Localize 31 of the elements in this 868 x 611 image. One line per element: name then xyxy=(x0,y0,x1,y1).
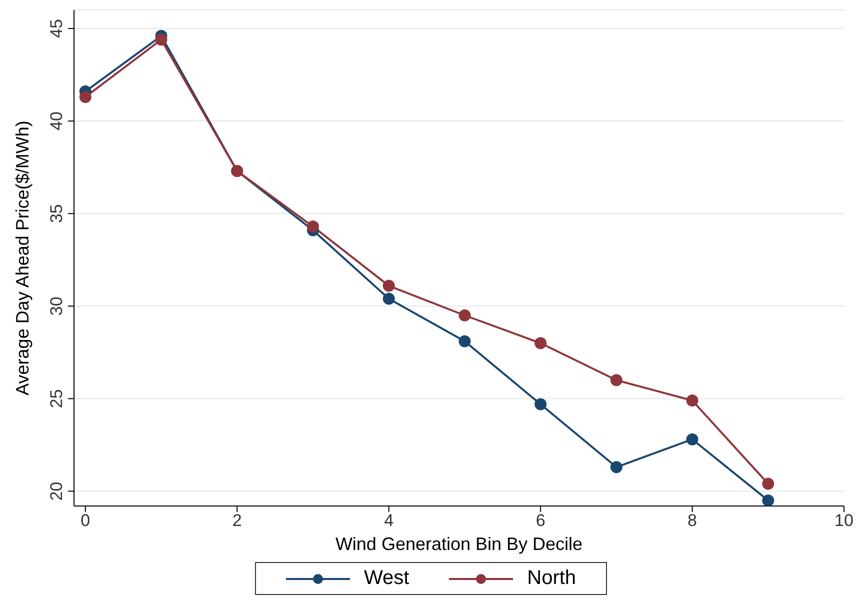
x-tick-label: 2 xyxy=(232,511,242,530)
point xyxy=(610,461,622,474)
point xyxy=(762,478,774,490)
point xyxy=(79,90,92,103)
point xyxy=(686,394,698,407)
point xyxy=(686,433,698,446)
x-tick-label: 0 xyxy=(80,511,90,530)
x-tick-label: 4 xyxy=(384,511,394,530)
point xyxy=(382,292,395,305)
y-tick-label: 20 xyxy=(47,482,66,501)
point xyxy=(762,494,774,506)
point xyxy=(155,34,168,46)
point xyxy=(534,398,547,410)
y-tick-label: 30 xyxy=(47,296,66,316)
x-tick-label: 6 xyxy=(536,511,546,530)
y-tick-label: 35 xyxy=(47,204,66,224)
y-tick-label: 45 xyxy=(47,19,66,38)
point xyxy=(610,374,622,386)
y-axis-title: Average Day Ahead Price($/MWh) xyxy=(12,120,32,396)
point xyxy=(458,309,471,322)
point xyxy=(306,220,319,233)
x-axis-title: Wind Generation Bin By Decile xyxy=(335,534,583,554)
legend-label: West xyxy=(362,567,410,590)
x-tick-label: 10 xyxy=(834,511,854,530)
y-tick-label: 40 xyxy=(47,112,66,131)
point xyxy=(458,335,471,348)
y-tick-label: 25 xyxy=(47,389,66,408)
legend-label: North xyxy=(526,567,576,590)
point xyxy=(382,280,395,292)
point xyxy=(534,337,547,350)
x-tick-label: 8 xyxy=(688,511,698,530)
